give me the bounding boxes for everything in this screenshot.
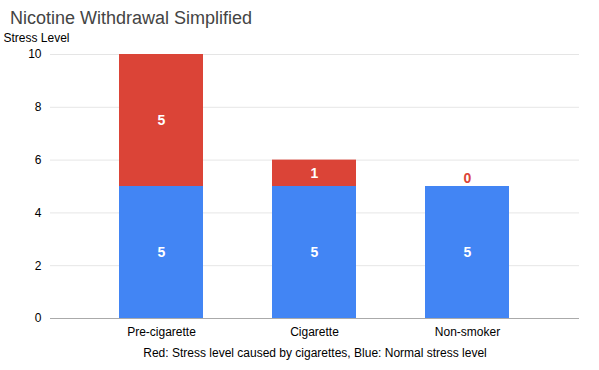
svg-text:5: 5: [158, 244, 166, 260]
svg-text:5: 5: [464, 244, 472, 260]
svg-text:1: 1: [311, 165, 319, 181]
svg-text:Stress Level: Stress Level: [4, 31, 70, 45]
svg-text:Pre-cigarette: Pre-cigarette: [127, 325, 196, 339]
svg-text:4: 4: [35, 206, 42, 220]
svg-text:10: 10: [28, 47, 42, 61]
svg-text:0: 0: [35, 311, 42, 325]
svg-text:5: 5: [311, 244, 319, 260]
html-text:Nicotine Withdrawal Simplified: Nicotine Withdrawal Simplified: [10, 8, 253, 28]
svg-text:0: 0: [464, 170, 472, 186]
svg-text:Red: Stress level caused by ci: Red: Stress level caused by cigarettes, …: [143, 346, 486, 360]
svg-text:2: 2: [35, 259, 42, 273]
svg-text:5: 5: [158, 112, 166, 128]
svg-text:Non-smoker: Non-smoker: [435, 325, 500, 339]
svg-text:6: 6: [35, 153, 42, 167]
svg-text:8: 8: [35, 100, 42, 114]
svg-text:Cigarette: Cigarette: [290, 325, 339, 339]
